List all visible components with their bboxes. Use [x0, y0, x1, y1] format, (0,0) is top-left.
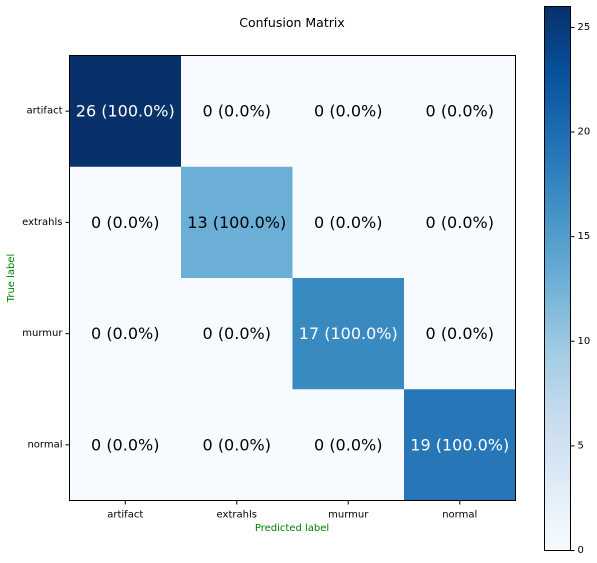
- cell-value-label: 19 (100.0%): [410, 435, 509, 454]
- cell-value-label: 0 (0.0%): [314, 213, 382, 232]
- heatmap-cell: [404, 278, 516, 390]
- cell-value-label: 26 (100.0%): [76, 102, 175, 121]
- cell-value-label: 0 (0.0%): [426, 324, 494, 343]
- colorbar-ticks: 0 5 10 15 20 25: [570, 22, 591, 556]
- y-tick-label: extrahls: [22, 217, 62, 228]
- cell-value-label: 0 (0.0%): [426, 213, 494, 232]
- cell-value-label: 0 (0.0%): [91, 213, 159, 232]
- heatmap-cell: [404, 166, 516, 279]
- cell-value-label: 0 (0.0%): [203, 324, 271, 343]
- colorbar-tick-label: 10: [578, 336, 591, 347]
- heatmap-cell: [404, 389, 516, 501]
- y-axis-label: True label: [6, 254, 17, 304]
- heatmap-cell: [292, 389, 405, 501]
- colorbar-tick-label: 0: [578, 545, 584, 556]
- cell-value-label: 0 (0.0%): [91, 324, 159, 343]
- heatmap-cell: [69, 389, 182, 501]
- heatmap-cell: [181, 278, 293, 390]
- plot-frame: [69, 55, 516, 501]
- heatmap-cells: [69, 55, 516, 501]
- heatmap-cell: [292, 166, 405, 279]
- cell-value-label: 0 (0.0%): [314, 435, 382, 454]
- chart-title: Confusion Matrix: [239, 15, 345, 30]
- cell-value-label: 13 (100.0%): [187, 213, 286, 232]
- x-tick-label: murmur: [328, 510, 369, 521]
- x-tick-label: extrahls: [217, 510, 257, 521]
- heatmap-cell: [69, 278, 182, 390]
- cell-value-label: 17 (100.0%): [299, 324, 398, 343]
- y-tick-label: artifact: [26, 106, 62, 117]
- axis-ticks: artifact extrahls murmur normal artifact extr…: [22, 106, 477, 521]
- colorbar-tick-label: 5: [578, 440, 584, 451]
- heatmap-cell: [292, 278, 405, 390]
- colorbar-tick-label: 15: [578, 231, 591, 242]
- colorbar: [544, 6, 571, 551]
- y-tick-label: murmur: [22, 328, 63, 339]
- heatmap-cell: [181, 55, 293, 168]
- cell-value-label: 0 (0.0%): [426, 102, 494, 121]
- cell-value-label: 0 (0.0%): [314, 102, 382, 121]
- heatmap-cell: [69, 166, 182, 279]
- y-tick-label: normal: [27, 439, 62, 450]
- cell-value-label: 0 (0.0%): [91, 435, 159, 454]
- x-tick-label: normal: [442, 510, 477, 521]
- cell-labels: 26 (100.0%) 0 (0.0%) 0 (0.0%) 0 (0.0%) 0 (0.…: [76, 102, 509, 455]
- heatmap-cell: [404, 55, 516, 168]
- heatmap-cell: [69, 55, 182, 168]
- cell-value-label: 0 (0.0%): [203, 435, 271, 454]
- heatmap-cell: [181, 166, 293, 279]
- heatmap-cell: [292, 55, 405, 168]
- colorbar-tick-label: 25: [578, 22, 591, 33]
- x-tick-label: artifact: [107, 510, 143, 521]
- x-axis-label: Predicted label: [255, 523, 329, 534]
- colorbar-tick-label: 20: [578, 127, 591, 138]
- cell-value-label: 0 (0.0%): [203, 102, 271, 121]
- heatmap-cell: [181, 389, 293, 501]
